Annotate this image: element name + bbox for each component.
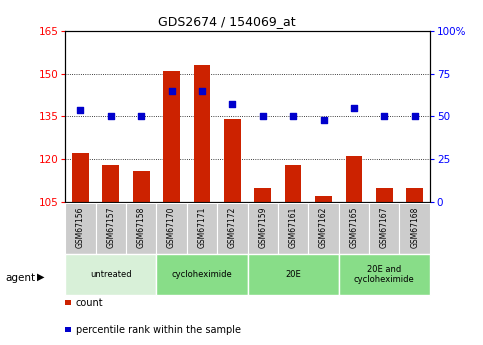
Point — [228, 102, 236, 107]
Text: GSM67172: GSM67172 — [228, 207, 237, 248]
Text: GSM67162: GSM67162 — [319, 207, 328, 248]
Bar — [72, 154, 89, 202]
Bar — [224, 119, 241, 202]
Text: percentile rank within the sample: percentile rank within the sample — [76, 325, 241, 335]
Point — [320, 117, 327, 122]
Text: GSM67167: GSM67167 — [380, 207, 389, 248]
Text: GSM67161: GSM67161 — [289, 207, 298, 248]
Text: GSM67159: GSM67159 — [258, 207, 267, 248]
Bar — [156, 203, 187, 254]
Text: GSM67157: GSM67157 — [106, 207, 115, 248]
Text: GSM67156: GSM67156 — [76, 207, 85, 248]
Bar — [339, 203, 369, 254]
Text: GSM67165: GSM67165 — [349, 207, 358, 248]
Text: GSM67168: GSM67168 — [410, 207, 419, 248]
Text: 20E and
cycloheximide: 20E and cycloheximide — [354, 265, 415, 284]
Point — [198, 88, 206, 93]
Bar — [65, 254, 156, 295]
Text: agent: agent — [6, 273, 36, 283]
Bar — [315, 196, 332, 202]
Bar — [102, 165, 119, 202]
Bar — [339, 254, 430, 295]
Bar — [285, 165, 301, 202]
Bar — [345, 156, 362, 202]
Text: untreated: untreated — [90, 270, 131, 279]
Bar — [217, 203, 248, 254]
Text: GDS2674 / 154069_at: GDS2674 / 154069_at — [158, 16, 296, 29]
Bar — [255, 188, 271, 202]
Bar — [308, 203, 339, 254]
Bar — [278, 203, 308, 254]
Bar — [65, 203, 96, 254]
Bar — [369, 203, 399, 254]
Bar — [399, 203, 430, 254]
Point — [381, 114, 388, 119]
Point — [259, 114, 267, 119]
Text: 20E: 20E — [285, 270, 301, 279]
Bar — [156, 254, 248, 295]
Bar — [133, 170, 150, 202]
Bar — [163, 71, 180, 202]
Point — [107, 114, 114, 119]
Point — [76, 107, 84, 112]
Point — [137, 114, 145, 119]
Point — [411, 114, 419, 119]
Bar — [248, 203, 278, 254]
Bar — [406, 188, 423, 202]
Text: GSM67170: GSM67170 — [167, 207, 176, 248]
Text: GSM67171: GSM67171 — [198, 207, 206, 248]
Bar — [187, 203, 217, 254]
Point — [350, 105, 358, 111]
Point — [289, 114, 297, 119]
Bar — [248, 254, 339, 295]
Text: ▶: ▶ — [37, 272, 44, 282]
Bar — [126, 203, 156, 254]
Point — [168, 88, 175, 93]
Text: count: count — [76, 298, 103, 308]
Bar — [96, 203, 126, 254]
Text: cycloheximide: cycloheximide — [171, 270, 232, 279]
Bar — [376, 188, 393, 202]
Bar — [194, 65, 210, 202]
Text: GSM67158: GSM67158 — [137, 207, 146, 248]
